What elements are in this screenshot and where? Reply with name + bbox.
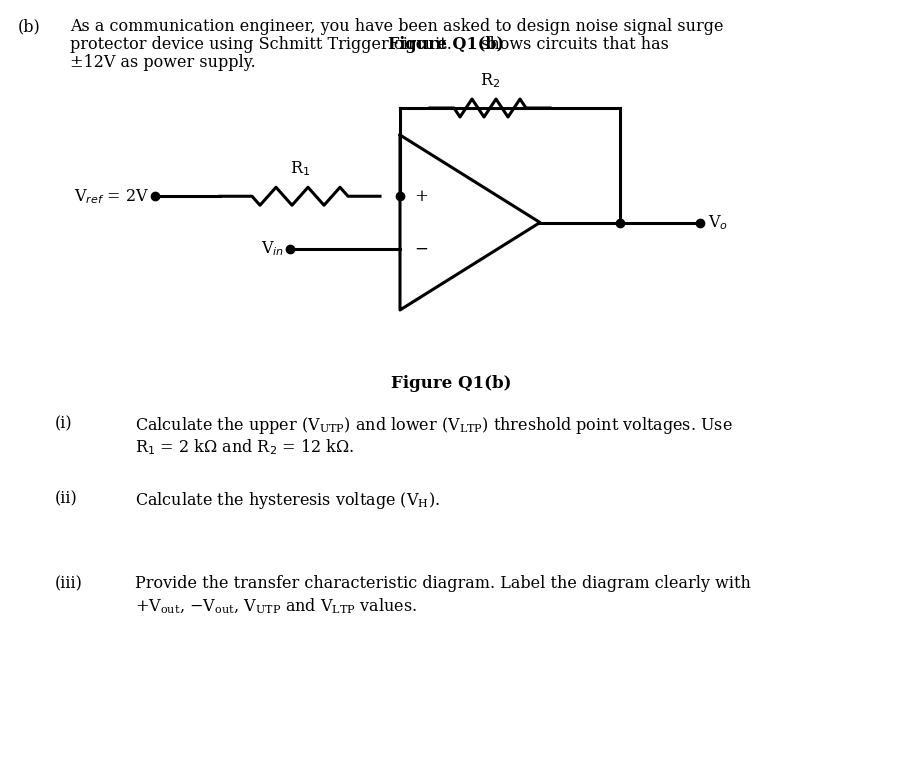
Text: R$_1$ = 2 kΩ and R$_2$ = 12 kΩ.: R$_1$ = 2 kΩ and R$_2$ = 12 kΩ.: [135, 437, 354, 457]
Text: V$_{in}$: V$_{in}$: [261, 239, 284, 258]
Text: V$_{ref}$ = 2V: V$_{ref}$ = 2V: [74, 187, 149, 205]
Text: R$_1$: R$_1$: [290, 159, 310, 178]
Text: (i): (i): [55, 415, 73, 432]
Text: shows circuits that has: shows circuits that has: [476, 36, 669, 53]
Text: (ii): (ii): [55, 490, 78, 507]
Text: Figure Q1(b): Figure Q1(b): [391, 375, 511, 392]
Text: (b): (b): [18, 18, 41, 35]
Text: ±12V as power supply.: ±12V as power supply.: [70, 54, 256, 71]
Text: Figure Q1(b): Figure Q1(b): [388, 36, 504, 53]
Text: Calculate the hysteresis voltage (V$_{\mathregular{H}}$).: Calculate the hysteresis voltage (V$_{\m…: [135, 490, 440, 511]
Text: −: −: [414, 240, 428, 258]
Text: protector device using Schmitt Trigger circuit.: protector device using Schmitt Trigger c…: [70, 36, 457, 53]
Text: V$_o$: V$_o$: [708, 213, 728, 231]
Text: As a communication engineer, you have been asked to design noise signal surge: As a communication engineer, you have be…: [70, 18, 723, 35]
Text: R$_2$: R$_2$: [480, 72, 500, 90]
Text: +: +: [414, 188, 428, 205]
Text: Calculate the upper (V$_{\mathregular{UTP}}$) and lower (V$_{\mathregular{LTP}}$: Calculate the upper (V$_{\mathregular{UT…: [135, 415, 732, 436]
Text: +V$_{\mathregular{out}}$, −V$_{\mathregular{out}}$, V$_{\mathregular{UTP}}$ and : +V$_{\mathregular{out}}$, −V$_{\mathregu…: [135, 597, 418, 617]
Text: Provide the transfer characteristic diagram. Label the diagram clearly with: Provide the transfer characteristic diag…: [135, 575, 750, 592]
Text: (iii): (iii): [55, 575, 83, 592]
